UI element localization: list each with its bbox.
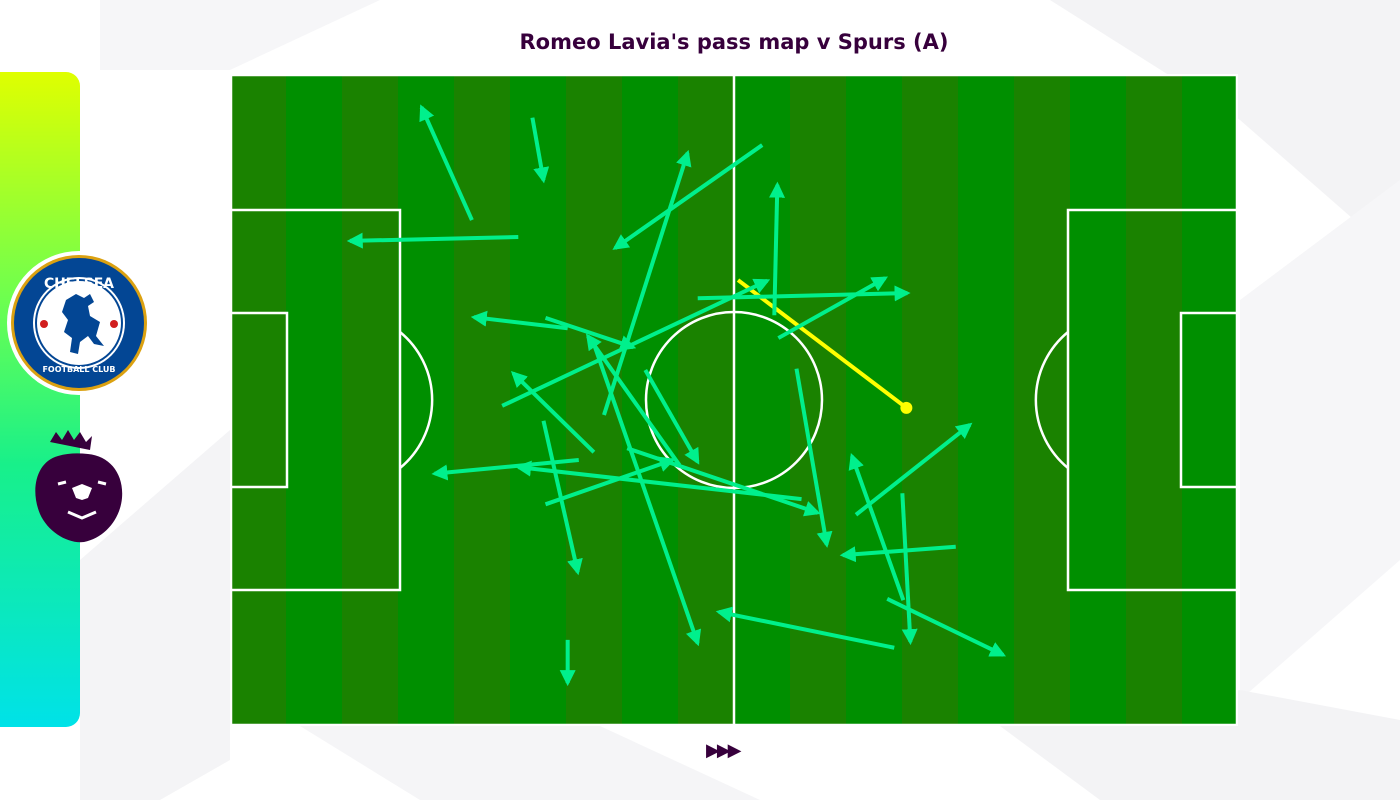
pass-arrow	[419, 104, 474, 221]
pass-arrow	[900, 493, 918, 646]
pass-arrow	[854, 422, 973, 517]
pitch-stripe	[230, 74, 287, 726]
passes-layer	[346, 104, 1007, 687]
left-penalty-arc	[399, 331, 434, 469]
pass-arrow	[589, 337, 702, 647]
pitch-stripe	[454, 74, 511, 726]
pass-arrow	[602, 149, 692, 416]
pass-arrow	[515, 460, 802, 502]
right-six-yard-box	[1179, 311, 1238, 489]
right-penalty-arc	[1034, 331, 1069, 469]
pitch-stripe	[902, 74, 959, 726]
pass-arrow	[510, 371, 596, 454]
pitch-stripe	[286, 74, 343, 726]
pitch-stripe	[1126, 74, 1183, 726]
pitch-stripe	[342, 74, 399, 726]
pass-arrow	[848, 453, 906, 601]
pass-arrow	[715, 606, 895, 650]
left-six-yard-box	[230, 311, 289, 489]
pass-arrow	[541, 420, 583, 576]
pitch-stripe	[1182, 74, 1238, 726]
svg-text:CHELSEA: CHELSEA	[44, 276, 114, 292]
pass-arrow	[794, 368, 833, 548]
pass-arrow	[585, 333, 682, 467]
pass-map-pitch	[230, 74, 1238, 726]
premier-league-lion-icon	[35, 430, 123, 543]
pass-arrow	[777, 276, 888, 340]
pass-arrow	[626, 446, 821, 517]
pass-arrow	[470, 310, 568, 331]
pitch-stripe	[622, 74, 679, 726]
pass-arrow	[643, 369, 700, 465]
left-penalty-box	[230, 208, 402, 592]
chelsea-badge-icon: CHELSEA FOOTBALL CLUB	[7, 251, 151, 395]
pitch-stripe	[790, 74, 847, 726]
pass-arrow	[544, 456, 676, 507]
pass-arrow	[839, 544, 956, 563]
pitch-markings	[230, 74, 1238, 726]
pass-arrow	[769, 181, 786, 316]
svg-text:FOOTBALL CLUB: FOOTBALL CLUB	[42, 365, 115, 374]
pitch-stripe	[734, 74, 791, 726]
pitch-stripe	[1014, 74, 1071, 726]
pass-arrow	[346, 232, 519, 249]
pitch-stripe	[1070, 74, 1127, 726]
centre-circle	[644, 310, 824, 490]
pass-arrow	[612, 143, 764, 250]
team-color-panel	[0, 72, 80, 727]
pitch-stripe	[958, 74, 1015, 726]
highlight-pass-line	[736, 278, 908, 410]
pitch-stripe	[398, 74, 455, 726]
pass-arrow	[544, 315, 637, 351]
next-arrows-icon[interactable]: ▶▶▶	[706, 740, 741, 761]
chart-title: Romeo Lavia's pass map v Spurs (A)	[519, 30, 949, 54]
pass-arrow	[530, 117, 550, 184]
pass-arrow	[886, 597, 1007, 657]
right-penalty-box	[1066, 208, 1238, 592]
